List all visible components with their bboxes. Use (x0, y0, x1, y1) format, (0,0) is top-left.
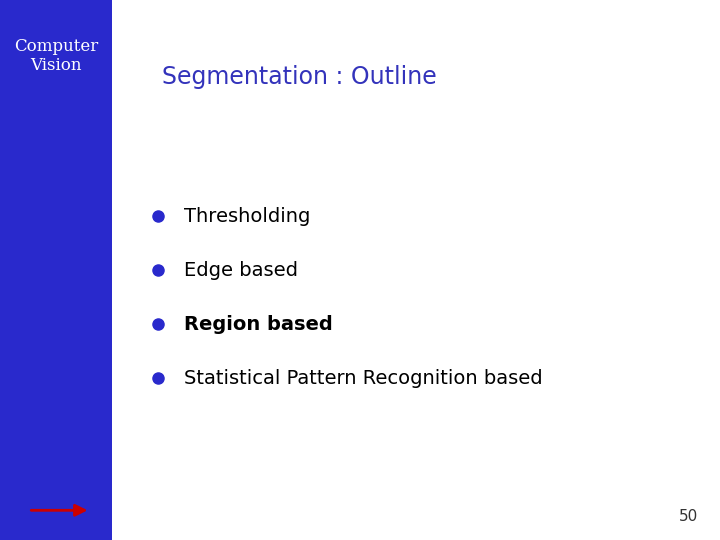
Text: Region based: Region based (184, 314, 333, 334)
FancyBboxPatch shape (0, 0, 112, 540)
Text: Edge based: Edge based (184, 260, 297, 280)
Text: Segmentation : Outline: Segmentation : Outline (162, 65, 437, 89)
Text: Computer
Vision: Computer Vision (14, 38, 98, 75)
Text: Thresholding: Thresholding (184, 206, 310, 226)
Text: Statistical Pattern Recognition based: Statistical Pattern Recognition based (184, 368, 542, 388)
Text: 50: 50 (679, 509, 698, 524)
